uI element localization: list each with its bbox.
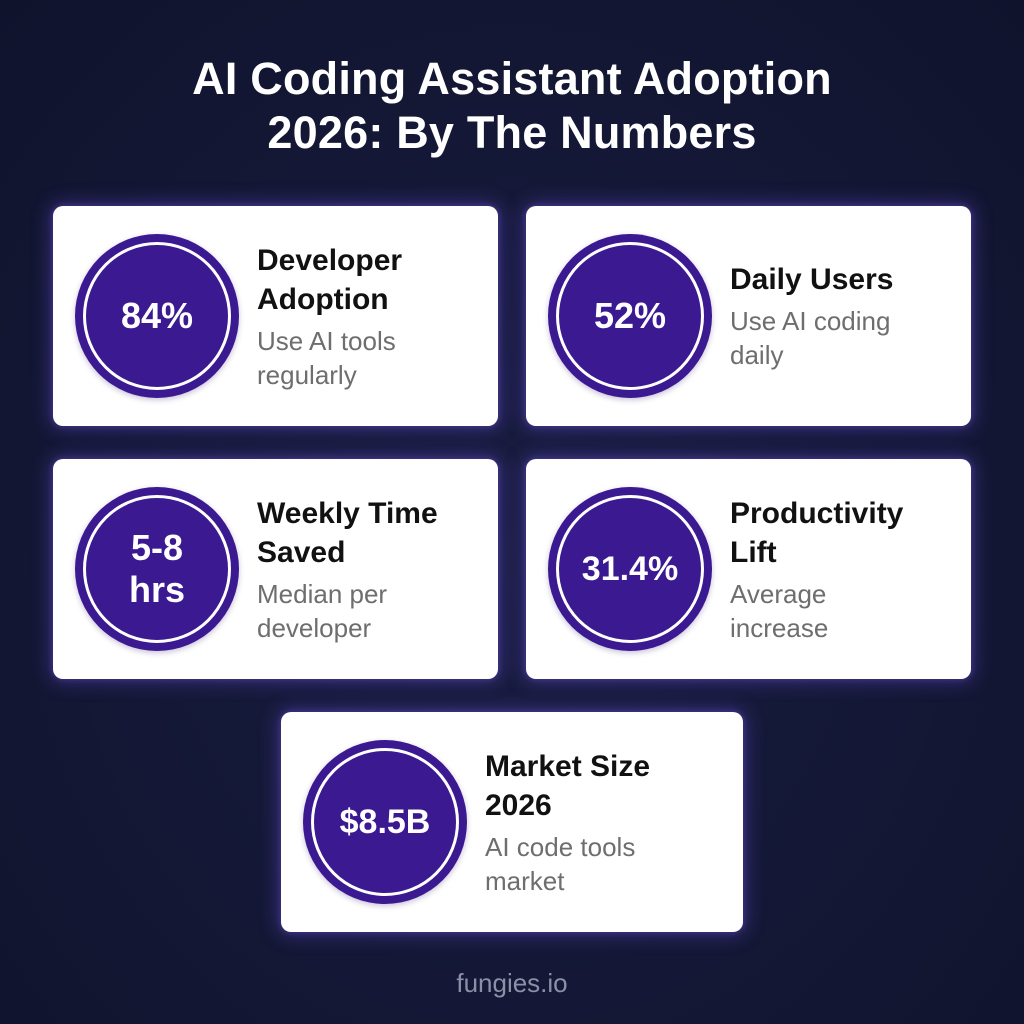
stat-card-weekly-time-saved: 5-8 hrs Weekly Time Saved Median per dev…	[53, 459, 498, 679]
stat-circle-inner: 5-8 hrs	[83, 495, 231, 643]
stat-circle: 31.4%	[548, 487, 712, 651]
stat-description: Average increase	[730, 578, 829, 643]
stat-text: Developer Adoption Use AI tools regularl…	[257, 206, 484, 426]
stat-value: 84%	[120, 295, 194, 336]
page-title: AI Coding Assistant Adoption 2026: By Th…	[0, 52, 1024, 160]
stat-value: $8.5B	[339, 803, 431, 841]
stat-circle: 52%	[548, 234, 712, 398]
stat-text: Productivity Lift Average increase	[730, 459, 957, 679]
footer-source: fungies.io	[456, 968, 568, 998]
stat-value: 52%	[593, 295, 667, 336]
stat-circle-inner: 31.4%	[556, 495, 704, 643]
stat-description: Use AI coding daily	[730, 306, 891, 370]
stat-card-productivity-lift: 31.4% Productivity Lift Average increase	[526, 459, 971, 679]
stat-label: Weekly Time Saved	[257, 496, 438, 569]
title-line-2: 2026: By The Numbers	[267, 107, 757, 158]
stat-card-market-size: $8.5B Market Size 2026 AI code tools mar…	[281, 712, 743, 932]
stat-circle-inner: 52%	[556, 242, 704, 390]
stat-value: 5-8 hrs	[128, 527, 186, 610]
stat-description: Median per developer	[257, 578, 388, 643]
title-line-1: AI Coding Assistant Adoption	[192, 53, 832, 104]
stat-circle-inner: 84%	[83, 242, 231, 390]
stat-circle: 84%	[75, 234, 239, 398]
stat-circle: $8.5B	[303, 740, 467, 904]
stat-label: Market Size 2026	[485, 749, 651, 822]
stat-card-developer-adoption: 84% Developer Adoption Use AI tools regu…	[53, 206, 498, 426]
stat-description: Use AI tools regularly	[257, 325, 396, 390]
stat-value: 31.4%	[581, 550, 679, 588]
stat-description: AI code tools market	[485, 831, 636, 896]
stat-circle: 5-8 hrs	[75, 487, 239, 651]
stat-circle-inner: $8.5B	[311, 748, 459, 896]
stat-label: Productivity Lift	[730, 496, 904, 569]
stat-label: Daily Users	[730, 263, 894, 296]
stat-text: Market Size 2026 AI code tools market	[485, 712, 729, 932]
stat-text: Daily Users Use AI coding daily	[730, 206, 957, 426]
stat-text: Weekly Time Saved Median per developer	[257, 459, 484, 679]
stat-card-daily-users: 52% Daily Users Use AI coding daily	[526, 206, 971, 426]
stat-label: Developer Adoption	[257, 243, 403, 316]
